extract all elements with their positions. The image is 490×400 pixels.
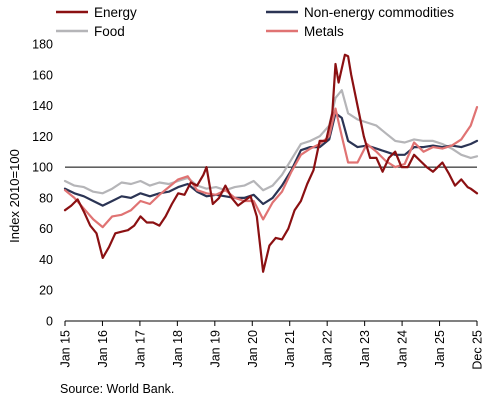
x-tick-label: Jan 17	[133, 330, 147, 368]
x-tick-label: Jan 24	[396, 330, 410, 368]
x-tick-label: Jan 22	[321, 330, 335, 368]
y-tick-label: 100	[32, 161, 53, 175]
y-tick-label: 120	[32, 130, 53, 144]
y-tick-label: 40	[39, 253, 53, 267]
y-tick-label: 180	[32, 38, 53, 52]
y-tick-label: 60	[39, 222, 53, 236]
y-tick-label: 140	[32, 99, 53, 113]
x-tick-label: Jan 25	[433, 330, 447, 368]
x-tick-label: Dec 25	[471, 330, 485, 370]
series-line-non-energy-commodities	[63, 112, 479, 207]
plot-area	[63, 53, 479, 273]
x-tick-label: Jan 21	[283, 330, 297, 368]
x-tick-label: Jan 20	[246, 330, 260, 368]
y-tick-label: 0	[46, 315, 53, 329]
y-tick-label: 80	[39, 191, 53, 205]
x-tick-label: Jan 15	[59, 330, 73, 368]
y-tick-label: 160	[32, 68, 53, 82]
x-tick-label: Jan 18	[171, 330, 185, 368]
legend-label-metals: Metals	[304, 24, 344, 39]
legend-label-non-energy-commodities: Non-energy commodities	[304, 5, 454, 20]
source-note: Source: World Bank.	[60, 382, 174, 396]
series-line-metals	[63, 106, 479, 229]
x-tick-label: Jan 19	[208, 330, 222, 368]
legend-label-food: Food	[94, 24, 125, 39]
x-tick-label: Jan 23	[358, 330, 372, 368]
legend-label-energy: Energy	[94, 5, 137, 20]
x-axis: Jan 15 Jan 16 Jan 17 Jan 18 Jan 19 Jan 20 Jan …	[59, 320, 485, 370]
y-tick-label: 20	[39, 284, 53, 298]
series-line-food	[63, 89, 479, 195]
y-axis: 0 20 40 60 80 100 120 140 160 180	[32, 38, 53, 329]
y-axis-label: Index 2010=100	[7, 149, 22, 243]
series-line-energy	[63, 53, 479, 273]
chart-legend: Energy Non-energy commodities Food Metals	[56, 5, 454, 39]
x-tick-label: Jan 16	[96, 330, 110, 368]
